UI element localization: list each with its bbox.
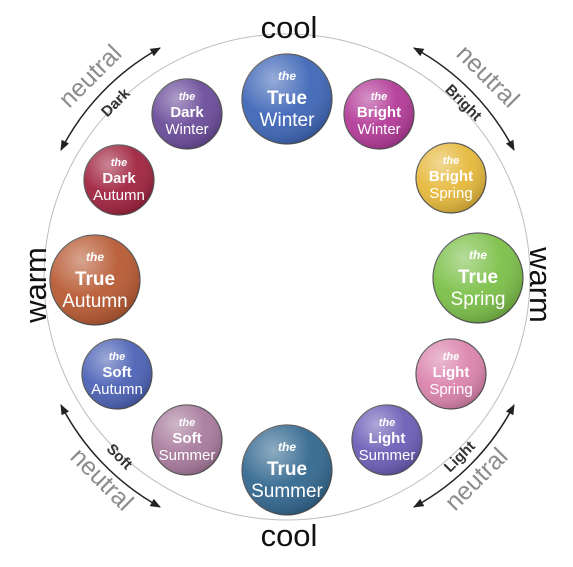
season-circle-shine	[50, 235, 140, 325]
season-modifier-label: True	[458, 267, 498, 288]
season-circle-shine	[242, 425, 332, 515]
season-modifier-label: True	[267, 459, 307, 480]
season-modifier-label: True	[75, 269, 115, 290]
diagonal-inner-top-right: Bright	[442, 81, 485, 124]
season-modifier-label: Light	[433, 364, 470, 381]
season-article-label: the	[179, 91, 196, 103]
season-article-label: the	[86, 250, 104, 264]
season-circle-shine	[416, 143, 486, 213]
season-circle-shine	[352, 405, 422, 475]
season-modifier-label: True	[267, 88, 307, 109]
season-circle-shine	[433, 233, 523, 323]
season-article-label: the	[109, 351, 126, 363]
season-modifier-label: Dark	[102, 170, 136, 187]
season-circles: theTrueWintertheBrightWintertheBrightSpr…	[49, 53, 524, 516]
season-season-label: Spring	[429, 185, 472, 202]
season-article-label: the	[379, 417, 396, 429]
arrow-top-right	[413, 47, 515, 151]
season-circle-shine	[416, 339, 486, 409]
season-modifier-label: Soft	[172, 430, 201, 447]
season-modifier-label: Bright	[357, 104, 401, 121]
season-article-label: the	[443, 155, 460, 167]
arrow-bottom-right	[413, 404, 515, 508]
season-modifier-label: Light	[369, 430, 406, 447]
season-season-label: Winter	[165, 121, 208, 138]
axis-label-left: warm	[18, 247, 53, 324]
season-season-label: Autumn	[91, 381, 143, 398]
season-season-label: Winter	[357, 121, 400, 138]
wheel-ring	[43, 33, 531, 521]
season-article-label: the	[179, 417, 196, 429]
season-season-label: Summer	[251, 481, 323, 502]
season-circle-shine	[152, 79, 222, 149]
season-circle-shine	[82, 339, 152, 409]
season-season-label: Summer	[359, 447, 416, 464]
season-season-label: Winter	[260, 110, 316, 131]
season-article-label: the	[443, 351, 460, 363]
season-article-label: the	[371, 91, 388, 103]
season-season-label: Spring	[429, 381, 472, 398]
season-article-label: the	[278, 69, 296, 83]
season-season-label: Autumn	[62, 291, 127, 312]
season-article-label: the	[111, 157, 128, 169]
season-circle-shine	[152, 405, 222, 475]
season-modifier-label: Soft	[102, 364, 131, 381]
season-circle-shine	[84, 145, 154, 215]
season-article-label: the	[469, 248, 487, 262]
season-article-label: the	[278, 440, 296, 454]
season-circle-shine	[344, 79, 414, 149]
season-modifier-label: Bright	[429, 168, 473, 185]
season-season-label: Summer	[159, 447, 216, 464]
season-modifier-label: Dark	[170, 104, 204, 121]
season-season-label: Autumn	[93, 187, 145, 204]
axis-label-top: cool	[261, 10, 318, 45]
arrow-top-left	[60, 47, 161, 151]
season-season-label: Spring	[451, 289, 506, 310]
axis-label-right: warm	[523, 246, 558, 323]
arrow-bottom-left	[60, 404, 161, 508]
season-circle-shine	[242, 54, 332, 144]
axis-label-bottom: cool	[261, 518, 318, 553]
